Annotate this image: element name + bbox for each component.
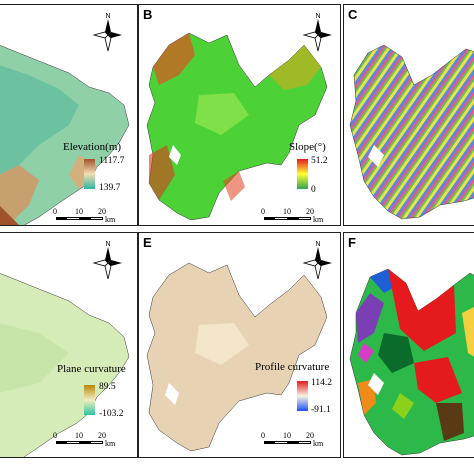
panel-slope: B N Slope(°) 51.2 0 0 10 20 km <box>138 4 341 226</box>
legend-max: 89.5 <box>99 382 116 392</box>
scale-tick: 20 <box>98 431 106 440</box>
scale-unit: km <box>313 215 324 224</box>
elevation-map <box>0 45 130 225</box>
panel-landuse: F <box>343 232 474 458</box>
panel-aspect: C <box>343 4 474 226</box>
scale-tick: 0 <box>261 431 265 440</box>
scale-unit: km <box>105 439 116 448</box>
slope-map <box>146 32 328 221</box>
scale-tick: 20 <box>306 207 314 216</box>
plane-curvature-map <box>0 273 130 457</box>
scale-unit: km <box>313 439 324 448</box>
legend-colorbar <box>84 159 95 189</box>
scale-tick: 20 <box>306 431 314 440</box>
panel-plane-curvature: N Plane curvature 89.5 -103.2 0 10 20 km <box>0 232 138 458</box>
legend-min: 139.7 <box>99 183 121 193</box>
legend-min: 0 <box>311 185 316 195</box>
panel-profile-curvature: E N Profile curvature 114.2 -91.1 0 10 2… <box>138 232 341 458</box>
panel-label: B <box>143 7 153 22</box>
scale-bar: 0 10 20 km <box>261 205 340 224</box>
profile-curvature-map <box>146 262 328 452</box>
scale-tick: 0 <box>53 431 57 440</box>
legend-title: Slope(°) <box>289 141 326 153</box>
legend-colorbar <box>297 159 308 189</box>
panel-elevation: N Elevation(m) 1117.7 139.7 0 10 20 km <box>0 4 138 226</box>
scale-bar: 0 10 20 km <box>53 205 133 224</box>
scale-tick: 10 <box>75 431 83 440</box>
legend-max: 51.2 <box>311 156 328 166</box>
north-arrow-icon: N <box>302 13 332 51</box>
scale-tick: 10 <box>75 207 83 216</box>
legend-title: Profile curvature <box>255 361 330 373</box>
north-arrow-icon: N <box>92 241 122 279</box>
legend-colorbar <box>297 381 308 411</box>
landuse-map <box>349 268 474 456</box>
legend-min: -103.2 <box>99 409 124 419</box>
scale-tick: 0 <box>261 207 265 216</box>
north-letter: N <box>105 241 110 248</box>
legend-colorbar <box>84 385 95 415</box>
aspect-map <box>349 44 474 220</box>
scale-tick: 0 <box>53 207 57 216</box>
scale-tick: 10 <box>283 431 291 440</box>
panel-label: F <box>348 235 356 250</box>
scale-tick: 10 <box>283 207 291 216</box>
north-arrow-icon: N <box>92 13 122 51</box>
panel-label: C <box>348 7 358 22</box>
scale-bar: 0 10 20 km <box>53 429 133 448</box>
scale-tick: 20 <box>98 207 106 216</box>
legend-max: 114.2 <box>311 378 333 388</box>
legend-title: Plane curvature <box>57 363 126 375</box>
scale-bar: 0 10 20 km <box>261 429 340 448</box>
legend-title: Elevation(m) <box>63 141 122 153</box>
north-arrow-icon: N <box>302 241 332 279</box>
north-letter: N <box>315 13 320 20</box>
north-letter: N <box>105 13 110 20</box>
scale-unit: km <box>105 215 116 224</box>
panel-label: E <box>143 235 152 250</box>
legend-max: 1117.7 <box>99 156 125 166</box>
north-letter: N <box>315 241 320 248</box>
legend-min: -91.1 <box>311 405 331 415</box>
